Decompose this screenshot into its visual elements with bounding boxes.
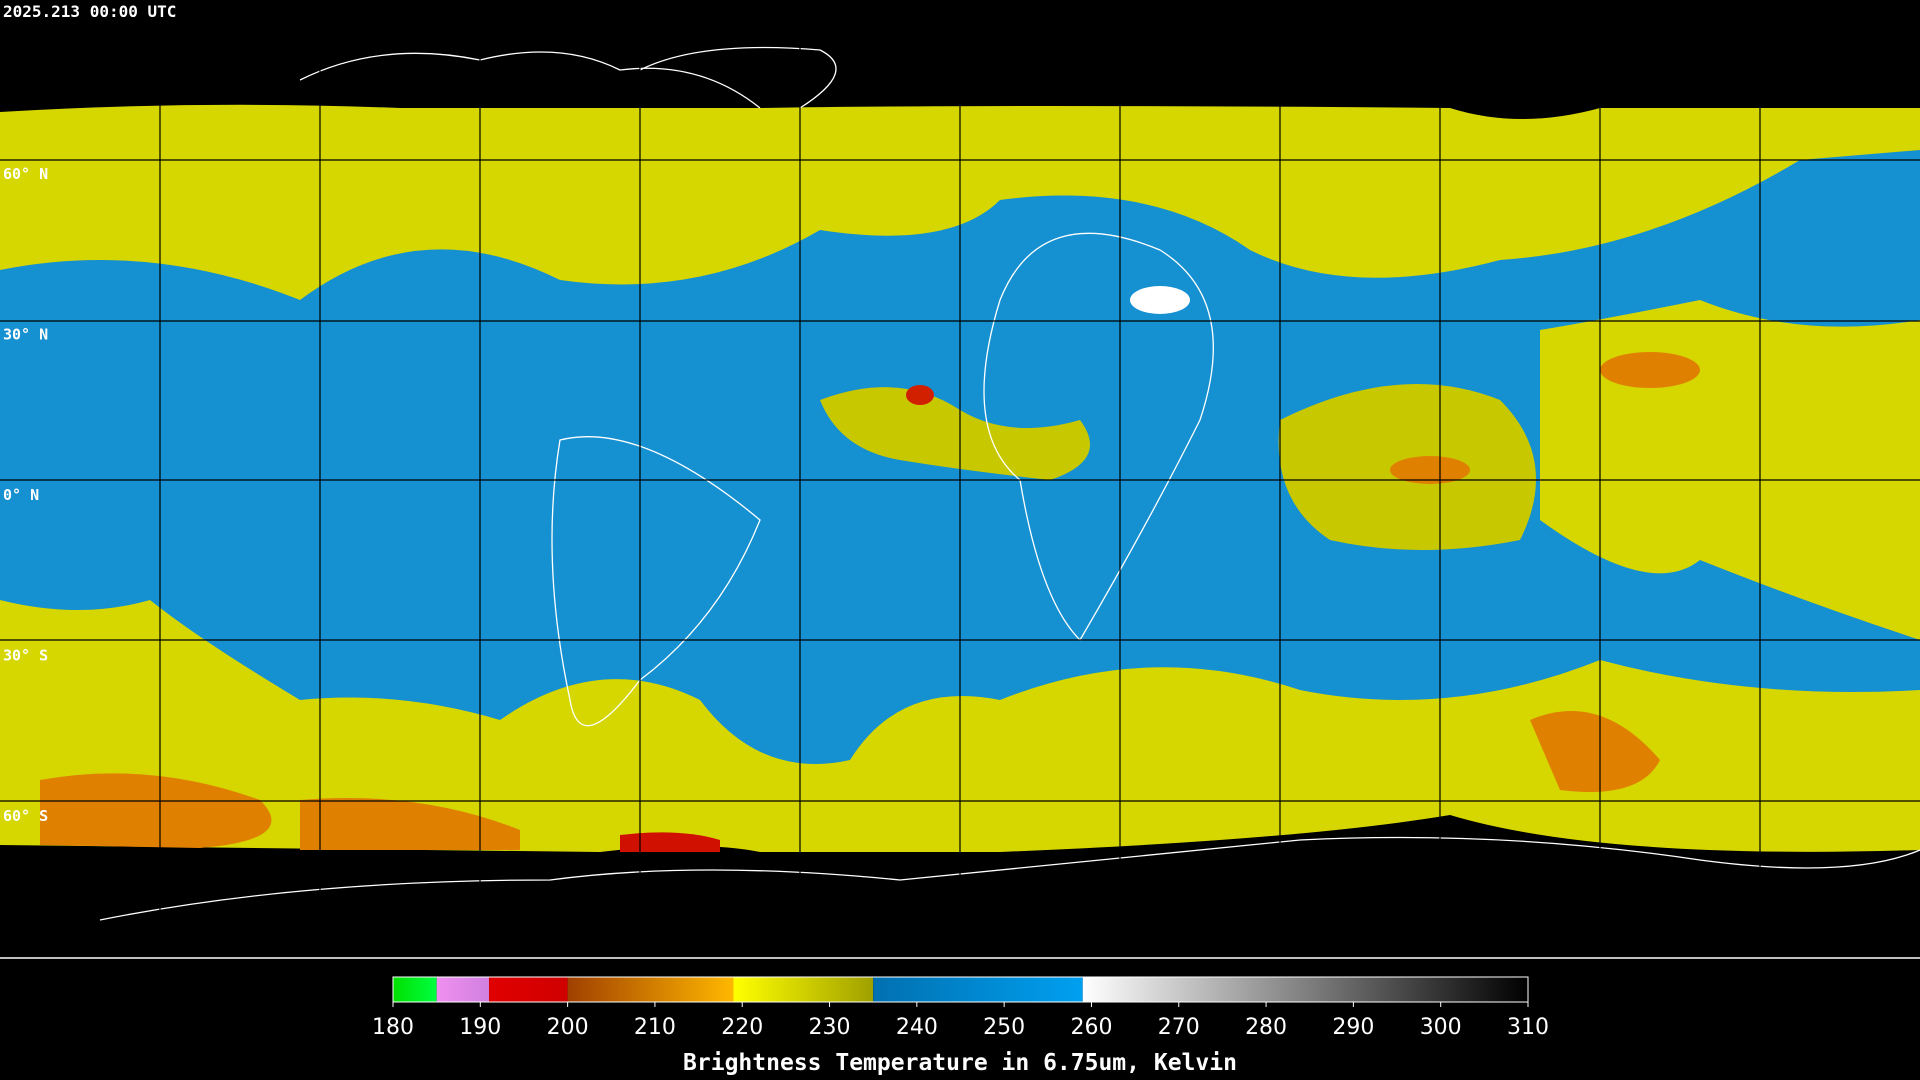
timestamp: 2025.213 00:00 UTC — [3, 2, 176, 21]
latitude-label: 0° N — [3, 486, 39, 504]
colorbar-tick-label: 300 — [1420, 1015, 1462, 1040]
latitude-label: 60° S — [3, 807, 48, 825]
latitude-label: 60° N — [3, 165, 48, 183]
cold-area — [1530, 711, 1660, 792]
graticule — [0, 0, 1920, 958]
convection — [906, 385, 934, 405]
colorbar-segment — [733, 977, 874, 1002]
colorbar-tick-label: 230 — [809, 1015, 851, 1040]
colorbar-tick-label: 270 — [1158, 1015, 1200, 1040]
cloud-band — [820, 387, 1090, 480]
colorbar-tick-label: 240 — [896, 1015, 938, 1040]
colorbar-tick-label: 280 — [1245, 1015, 1287, 1040]
meridians — [159, 0, 1761, 958]
colorbar-segment — [567, 977, 734, 1002]
colorbar-tick-label: 310 — [1507, 1015, 1549, 1040]
latitude-labels: 60° N 30° N 0° N 30° S 60° S — [3, 165, 48, 825]
colorbar-tick-label: 210 — [634, 1015, 676, 1040]
coastline — [639, 46, 837, 109]
colorbar-tick-label: 200 — [547, 1015, 589, 1040]
cold-area — [300, 798, 520, 850]
colorbar-frame — [392, 976, 1529, 1003]
colorbar-tick-label: 190 — [459, 1015, 501, 1040]
colorbar-tick-label: 250 — [983, 1015, 1025, 1040]
colorbar-tick-label: 180 — [372, 1015, 414, 1040]
convection — [1390, 456, 1470, 484]
coastline — [99, 836, 1920, 921]
colorbar-segment — [873, 977, 1083, 1002]
cold-area — [620, 832, 720, 852]
latitude-label: 30° S — [3, 647, 48, 665]
colorbar-segment — [1082, 977, 1528, 1002]
colorbar-segment — [489, 977, 568, 1002]
colorbar-label: Brightness Temperature in 6.75um, Kelvin — [683, 1050, 1237, 1076]
latitude-label: 30° N — [3, 326, 48, 344]
coastline — [983, 232, 1214, 642]
colorbar-segment — [393, 977, 437, 1002]
colorbar: 180 190 200 210 220 230 240 250 260 270 280 290 300 3… — [372, 976, 1549, 1040]
colorbar-segment — [436, 977, 490, 1002]
colorbar-tick-label: 260 — [1070, 1015, 1112, 1040]
coastline — [299, 51, 761, 109]
cold-area — [40, 773, 272, 848]
colorbar-tick-label: 220 — [721, 1015, 763, 1040]
warm-area — [1130, 286, 1190, 314]
convection — [1600, 352, 1700, 388]
colorbar-tick-label: 290 — [1332, 1015, 1374, 1040]
